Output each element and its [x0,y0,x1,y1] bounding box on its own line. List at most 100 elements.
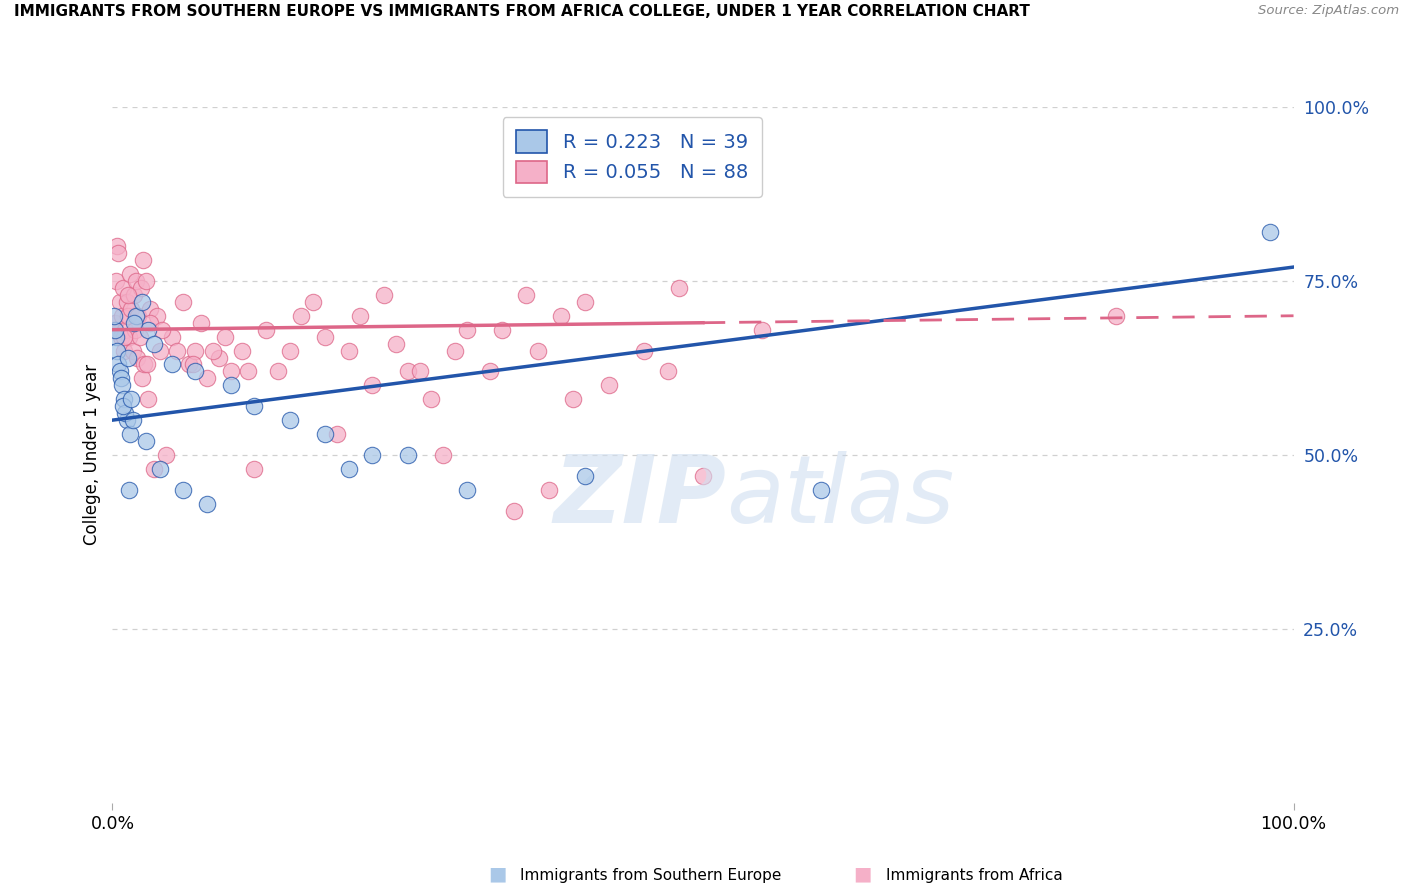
Point [278,413,301,427]
Point [129,281,152,295]
Point [134,358,156,372]
Text: IMMIGRANTS FROM SOUTHERN EUROPE VS IMMIGRANTS FROM AFRICA COLLEGE, UNDER 1 YEAR : IMMIGRANTS FROM SOUTHERN EUROPE VS IMMIG… [14,4,1031,20]
Point [103,309,125,323]
Point [127,309,149,323]
Point [515,288,537,302]
Point [179,358,201,372]
Point [142,462,165,476]
Point [1105,309,1128,323]
Point [105,274,128,288]
Point [142,336,165,351]
Text: Source: ZipAtlas.com: Source: ZipAtlas.com [1258,4,1399,18]
Point [105,343,128,358]
Point [491,323,513,337]
Point [136,323,159,337]
Point [526,343,548,358]
Point [456,483,478,497]
Point [128,329,150,343]
Point [538,483,561,497]
Point [361,448,384,462]
Point [104,323,127,337]
Point [314,427,336,442]
Point [149,343,172,358]
Point [219,364,242,378]
Point [139,316,162,330]
Point [195,497,218,511]
Point [135,274,157,288]
Point [107,246,129,260]
Point [181,358,204,372]
Point [132,253,155,268]
Point [112,329,135,343]
Point [574,468,596,483]
Point [114,323,136,337]
Point [420,392,443,407]
Point [120,301,142,316]
Point [107,358,129,372]
Point [124,323,146,337]
Point [121,413,143,427]
Point [692,468,714,483]
Point [111,378,134,392]
Point [1258,225,1281,239]
Point [122,316,145,330]
Point [503,503,526,517]
Point [105,329,128,343]
Point [172,483,194,497]
Point [314,329,336,343]
Point [108,294,131,309]
Point [108,364,131,378]
Point [326,427,349,442]
Point [160,358,183,372]
Point [195,371,218,385]
Point [208,351,231,365]
Point [110,371,132,385]
Point [396,364,419,378]
Point [120,427,142,442]
Point [131,294,153,309]
Point [155,448,177,462]
Point [125,274,148,288]
Text: Immigrants from Africa: Immigrants from Africa [886,868,1063,883]
Point [110,329,132,343]
Point [361,378,384,392]
Point [127,351,149,365]
Point [118,329,141,343]
Point [562,392,585,407]
Point [112,281,135,295]
Point [103,323,125,337]
Text: Immigrants from Southern Europe: Immigrants from Southern Europe [520,868,782,883]
Point [633,343,655,358]
Point [479,364,502,378]
Text: atlas: atlas [727,451,955,542]
Point [117,351,139,365]
Point [111,309,134,323]
Point [219,378,242,392]
Point [302,294,325,309]
Point [751,323,773,337]
Point [136,392,159,407]
Point [668,281,690,295]
Y-axis label: College, Under 1 year: College, Under 1 year [83,364,101,546]
Point [290,309,312,323]
Point [254,323,277,337]
Text: ■: ■ [853,864,872,883]
Point [112,392,135,407]
Point [104,316,127,330]
Point [337,343,360,358]
Point [190,316,212,330]
Point [120,267,142,281]
Text: ■: ■ [488,864,506,883]
Point [146,309,169,323]
Point [131,371,153,385]
Point [810,483,832,497]
Point [117,288,139,302]
Point [112,343,135,358]
Point [278,343,301,358]
Point [172,294,194,309]
Point [135,358,157,372]
Point [135,434,157,448]
Point [550,309,572,323]
Point [385,336,408,351]
Point [214,329,236,343]
